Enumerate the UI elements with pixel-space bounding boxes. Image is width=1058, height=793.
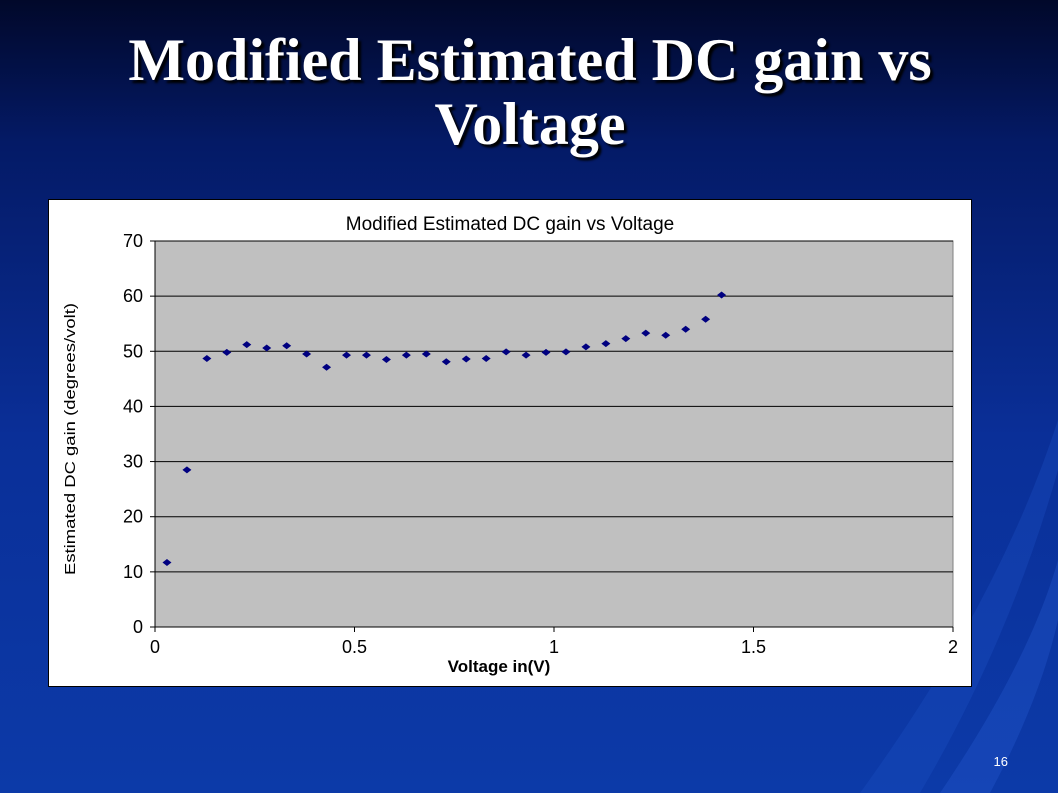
- data-point: [481, 354, 491, 362]
- y-tick-label: 60: [123, 286, 143, 306]
- x-tick-label: 1: [549, 637, 559, 657]
- x-tick-label: 2: [948, 637, 958, 657]
- data-point: [501, 348, 511, 356]
- data-point: [641, 329, 651, 337]
- data-point: [601, 340, 611, 348]
- data-point: [541, 348, 551, 356]
- y-tick-label: 70: [123, 231, 143, 251]
- x-axis-ticks: 0 0.5 1 1.5 2: [150, 627, 958, 657]
- scatter-chart: Modified Estimated DC gain vs Voltage 0 1…: [62, 214, 958, 676]
- page-number: 16: [993, 754, 1008, 769]
- chart-title: Modified Estimated DC gain vs Voltage: [346, 214, 674, 235]
- data-point: [441, 358, 451, 366]
- data-point: [202, 354, 212, 362]
- data-point: [242, 341, 252, 349]
- y-tick-label: 20: [123, 507, 143, 527]
- data-point: [421, 350, 431, 358]
- data-point: [717, 291, 727, 299]
- data-point: [222, 348, 232, 356]
- y-axis-label: Estimated DC gain (degrees/volt): [62, 303, 79, 575]
- data-point: [681, 325, 691, 333]
- data-point: [661, 331, 671, 339]
- data-point: [581, 343, 591, 351]
- data-point: [621, 335, 631, 343]
- x-tick-label: 1.5: [741, 637, 766, 657]
- data-point: [561, 348, 571, 356]
- y-tick-label: 30: [123, 452, 143, 472]
- data-point: [322, 363, 332, 371]
- y-axis-ticks: 0 10 20 30 40 50 60 70: [123, 231, 155, 637]
- slide-title: Modified Estimated DC gain vs Voltage: [128, 27, 932, 157]
- data-point: [182, 466, 192, 474]
- y-tick-label: 10: [123, 562, 143, 582]
- data-point: [162, 558, 172, 566]
- data-point: [401, 351, 411, 359]
- plot-area: [154, 240, 954, 628]
- data-point: [262, 344, 272, 352]
- x-tick-label: 0: [150, 637, 160, 657]
- data-point: [461, 355, 471, 363]
- data-point: [701, 315, 711, 323]
- data-points: [162, 291, 727, 566]
- data-point: [342, 351, 352, 359]
- x-axis-label: Voltage in(V): [448, 657, 551, 676]
- data-point: [381, 356, 391, 364]
- y-tick-label: 40: [123, 396, 143, 416]
- data-point: [282, 342, 292, 350]
- chart-container: Modified Estimated DC gain vs Voltage 0 1…: [48, 199, 972, 687]
- data-point: [361, 351, 371, 359]
- y-tick-label: 0: [133, 617, 143, 637]
- data-point: [521, 351, 531, 359]
- y-tick-label: 50: [123, 341, 143, 361]
- x-tick-label: 0.5: [342, 637, 367, 657]
- data-point: [302, 350, 312, 358]
